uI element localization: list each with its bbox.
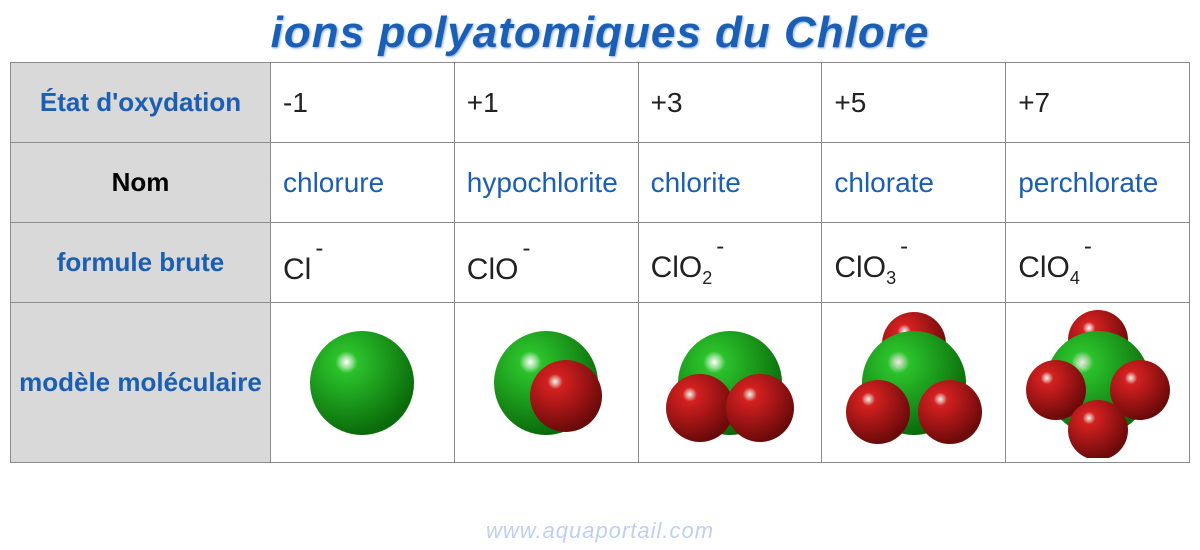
row-label-formula: formule brute: [11, 223, 271, 303]
page-title: ions polyatomiques du Chlore: [0, 0, 1200, 62]
row-label-oxidation: État d'oxydation: [11, 63, 271, 143]
row-model: modèle moléculaire: [11, 303, 1190, 463]
model-cell-3: [822, 303, 1006, 463]
model-cell-1: [454, 303, 638, 463]
oxidation-cell-3: +5: [822, 63, 1006, 143]
row-label-model: modèle moléculaire: [11, 303, 271, 463]
name-cell-1: hypochlorite: [454, 143, 638, 223]
formula-cell-4: ClO4-: [1006, 223, 1190, 303]
oxidation-cell-1: +1: [454, 63, 638, 143]
name-cell-0: chlorure: [271, 143, 455, 223]
watermark: www.aquaportail.com: [486, 518, 714, 544]
name-cell-2: chlorite: [638, 143, 822, 223]
row-label-name: Nom: [11, 143, 271, 223]
formula-cell-2: ClO2-: [638, 223, 822, 303]
name-cell-3: chlorate: [822, 143, 1006, 223]
name-cell-4: perchlorate: [1006, 143, 1190, 223]
model-cell-0: [271, 303, 455, 463]
ions-table: État d'oxydation-1+1+3+5+7 Nomchlorurehy…: [10, 62, 1190, 463]
oxidation-cell-0: -1: [271, 63, 455, 143]
oxidation-cell-2: +3: [638, 63, 822, 143]
formula-cell-3: ClO3-: [822, 223, 1006, 303]
model-cell-4: [1006, 303, 1190, 463]
row-name: Nomchlorurehypochloritechloritechloratep…: [11, 143, 1190, 223]
oxidation-cell-4: +7: [1006, 63, 1190, 143]
row-formula: formule brute Cl- ClO- ClO2- ClO3- ClO4-: [11, 223, 1190, 303]
formula-cell-0: Cl-: [271, 223, 455, 303]
model-cell-2: [638, 303, 822, 463]
row-oxidation: État d'oxydation-1+1+3+5+7: [11, 63, 1190, 143]
formula-cell-1: ClO-: [454, 223, 638, 303]
